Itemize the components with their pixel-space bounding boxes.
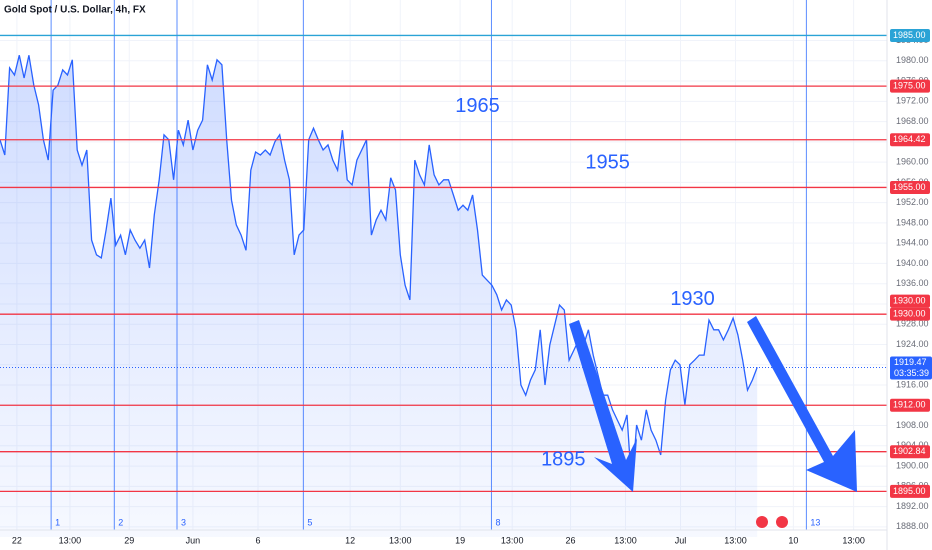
level-label: 1902.84 <box>893 446 926 456</box>
time-zone-label: 5 <box>307 517 312 527</box>
level-marker <box>890 180 930 194</box>
arrows <box>569 316 857 492</box>
level-marker <box>890 445 930 459</box>
level-marker <box>890 133 930 147</box>
time-zone-label: 8 <box>495 517 500 527</box>
annotation: 1930 <box>670 288 715 310</box>
x-tick-label: 13:00 <box>614 535 637 545</box>
y-tick-label: 1960.00 <box>896 156 929 166</box>
x-tick-label: 26 <box>566 535 576 545</box>
level-marker <box>890 307 930 321</box>
y-tick-label: 1944.00 <box>896 238 929 248</box>
y-tick-label: 1908.00 <box>896 420 929 430</box>
x-tick-label: 12 <box>345 535 355 545</box>
event-icon <box>756 516 768 528</box>
level-marker <box>890 484 930 498</box>
y-tick-label: 1892.00 <box>896 501 929 511</box>
level-marker <box>890 294 930 308</box>
x-tick-label: 10 <box>788 535 798 545</box>
time-zone-label: 2 <box>118 517 123 527</box>
y-tick-label: 1972.00 <box>896 96 929 106</box>
level-label: 1975.00 <box>893 80 926 90</box>
time-zone-label: 13 <box>810 517 820 527</box>
level-label: 1930.00 <box>893 295 926 305</box>
level-label: 1930.00 <box>893 308 926 318</box>
x-tick-label: 13:00 <box>842 535 865 545</box>
countdown-label: 03:35:39 <box>894 368 929 378</box>
x-tick-label: 13:00 <box>501 535 524 545</box>
y-tick-label: 1916.00 <box>896 379 929 389</box>
time-zone-label: 3 <box>181 517 186 527</box>
y-tick-label: 1888.00 <box>896 521 929 531</box>
chart-title: Gold Spot / U.S. Dollar, 4h, FX <box>4 5 146 16</box>
level-marker <box>890 79 930 93</box>
last-price-label: 1919.47 <box>894 357 927 367</box>
y-tick-label: 1980.00 <box>896 55 929 65</box>
level-marker <box>890 28 930 42</box>
level-label: 1955.00 <box>893 182 926 192</box>
y-tick-label: 1940.00 <box>896 258 929 268</box>
arrow <box>569 320 637 492</box>
x-tick-label: 13:00 <box>724 535 747 545</box>
x-tick-label: Jul <box>675 535 687 545</box>
level-label: 1912.00 <box>893 400 926 410</box>
event-icon <box>776 516 788 528</box>
level-label: 1985.00 <box>893 30 926 40</box>
x-tick-label: 13:00 <box>59 535 82 545</box>
x-tick-label: Jun <box>186 535 201 545</box>
time-zone-label: 1 <box>55 517 60 527</box>
x-tick-label: 22 <box>12 535 22 545</box>
y-tick-label: 1948.00 <box>896 217 929 227</box>
y-tick-label: 1904.00 <box>896 440 929 450</box>
level-label: 1964.42 <box>893 134 926 144</box>
annotation: 1955 <box>585 151 630 173</box>
y-tick-label: 1924.00 <box>896 339 929 349</box>
last-price-marker <box>890 356 932 380</box>
area <box>0 55 758 537</box>
y-tick-label: 1936.00 <box>896 278 929 288</box>
x-tick-label: 13:00 <box>389 535 412 545</box>
annotation: 1895 <box>541 448 586 470</box>
flags <box>756 516 788 528</box>
x-tick-label: 29 <box>124 535 134 545</box>
y-tick-label: 1968.00 <box>896 116 929 126</box>
arrow <box>747 316 857 492</box>
x-tick-label: 6 <box>256 535 261 545</box>
y-tick-label: 1900.00 <box>896 460 929 470</box>
x-tick-label: 19 <box>455 535 465 545</box>
y-tick-label: 1952.00 <box>896 197 929 207</box>
level-label: 1895.00 <box>893 486 926 496</box>
y-tick-label: 1928.00 <box>896 319 929 329</box>
annotation: 1965 <box>455 95 500 117</box>
level-marker <box>890 398 930 412</box>
